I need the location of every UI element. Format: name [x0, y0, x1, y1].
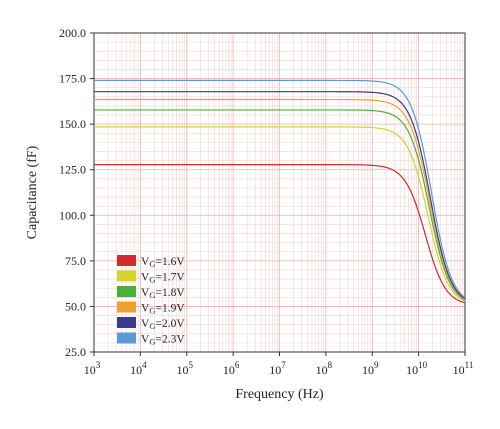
legend-swatch: [117, 317, 136, 328]
x-tick-label: 1011: [453, 360, 474, 377]
y-axis-ticks: 25.0 50.0 75.0 100.0 125.0 150.0 175.0 200.0: [59, 26, 94, 359]
series-line: [94, 126, 466, 302]
series-line: [94, 109, 466, 301]
y-tick-label: 75.0: [65, 254, 86, 268]
series-line: [94, 164, 466, 304]
legend-label: VG=1.7V: [141, 272, 185, 285]
x-tick-label: 105: [177, 360, 194, 377]
legend: VG=1.6V VG=1.7V VG=1.8V VG=1.9V VG=2.0V VG=2.…: [117, 255, 185, 347]
y-axis-title: Capacitance (fF): [25, 145, 40, 239]
series-line: [94, 79, 466, 299]
x-tick-label: 107: [269, 360, 286, 377]
y-tick-label: 175.0: [59, 72, 86, 86]
series-line: [94, 98, 466, 300]
y-tick-label: 25.0: [65, 345, 86, 359]
series-line: [94, 91, 466, 300]
x-axis-ticks: 103 104 105 106 107 108 109 1010 1011: [84, 352, 474, 377]
series-lines: [94, 79, 466, 304]
legend-swatch: [117, 332, 136, 344]
grid: [93, 32, 465, 353]
legend-swatch: [117, 301, 136, 313]
x-tick-label: 1010: [406, 360, 428, 377]
x-tick-label: 108: [316, 360, 333, 377]
x-tick-label: 106: [223, 360, 240, 377]
legend-swatch: [117, 286, 136, 297]
legend-label: VG=1.6V: [141, 256, 185, 269]
legend-swatch: [117, 270, 136, 282]
y-tick-label: 125.0: [59, 163, 86, 177]
y-tick-label: 150.0: [59, 117, 86, 131]
legend-swatch: [117, 255, 136, 266]
x-tick-label: 109: [362, 360, 379, 377]
x-tick-label: 103: [84, 360, 101, 377]
y-tick-label: 100.0: [59, 208, 86, 222]
legend-label: VG=1.9V: [141, 303, 185, 316]
x-axis-title: Frequency (Hz): [235, 387, 324, 402]
legend-label: VG=1.8V: [141, 287, 185, 300]
legend-label: VG=2.0V: [141, 318, 185, 331]
x-tick-label: 104: [130, 360, 147, 377]
legend-label: VG=2.3V: [141, 334, 185, 347]
y-tick-label: 200.0: [59, 26, 86, 40]
y-tick-label: 50.0: [65, 299, 86, 313]
